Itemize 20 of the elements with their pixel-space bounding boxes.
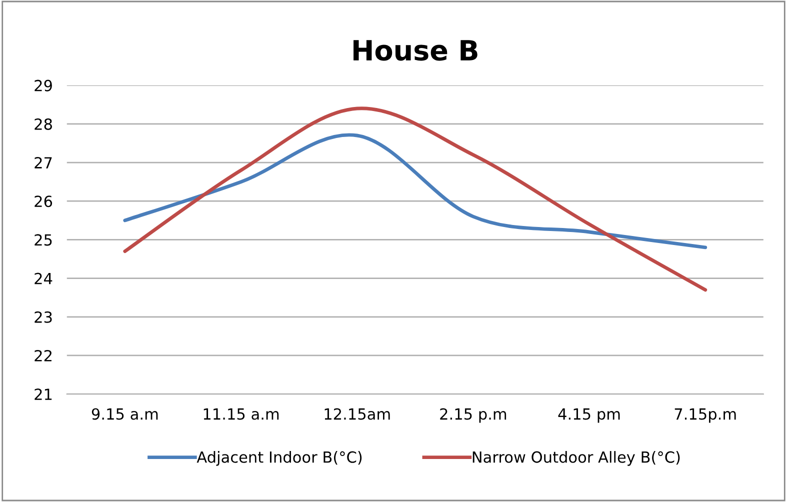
line-series xyxy=(123,106,708,292)
y-tick-label: 22 xyxy=(34,350,52,362)
x-tick-label: 2.15 p.m xyxy=(440,408,506,423)
y-tick-label: 29 xyxy=(34,80,52,92)
line-series xyxy=(123,133,708,250)
y-tick-label: 26 xyxy=(34,196,52,208)
legend-label: Adjacent Indoor B(°C) xyxy=(196,451,362,466)
y-tick-label: 24 xyxy=(34,272,52,284)
x-tick-label: 7.15p.m xyxy=(674,408,736,423)
y-tick-label: 25 xyxy=(34,234,52,246)
y-tick-label: 28 xyxy=(34,118,52,130)
y-tick-label: 27 xyxy=(34,156,52,168)
y-tick-label: 23 xyxy=(34,311,52,323)
y-tick-label: 21 xyxy=(34,388,52,400)
x-tick-label: 12.15am xyxy=(324,408,390,420)
x-tick-label: 9.15 a.m xyxy=(92,408,158,420)
x-tick-label: 4.15 pm xyxy=(558,408,620,423)
legend-label: Narrow Outdoor Alley B(°C) xyxy=(472,451,680,466)
x-tick-label: 11.15 a.m xyxy=(204,408,279,420)
chart-title: House B xyxy=(354,40,478,61)
